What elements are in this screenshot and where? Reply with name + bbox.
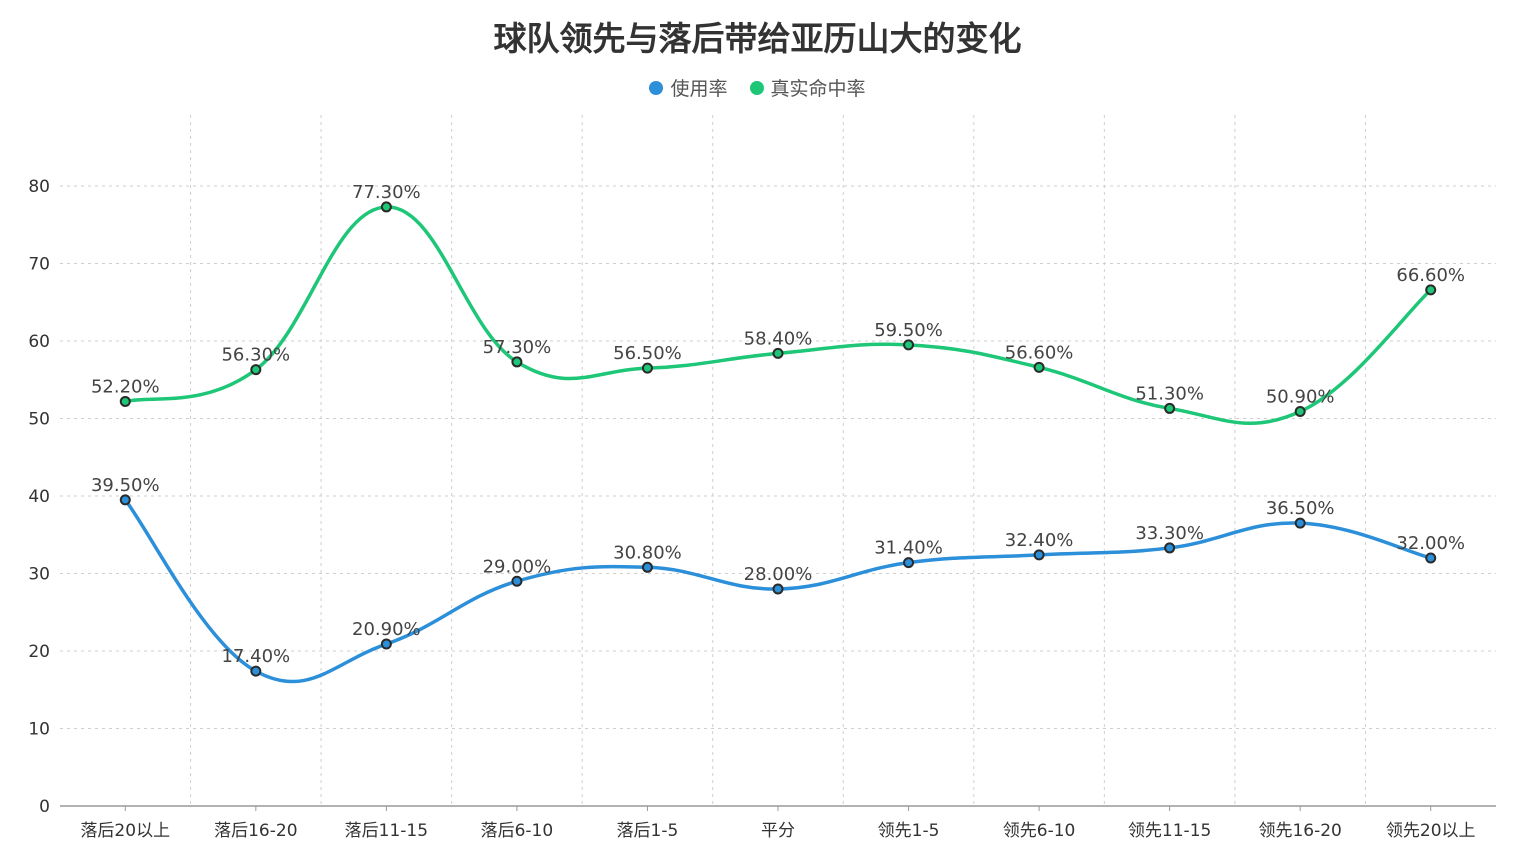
x-tick-label: 领先1-5: [878, 821, 940, 841]
data-point-marker[interactable]: [641, 561, 653, 573]
data-point-marker[interactable]: [250, 665, 262, 677]
data-point-marker[interactable]: [511, 575, 523, 587]
data-point-marker[interactable]: [1164, 402, 1176, 414]
legend-dot-icon: [749, 80, 764, 95]
x-tick-label: 领先20以上: [1386, 821, 1476, 841]
x-tick-label: 平分: [761, 821, 795, 841]
data-point-marker[interactable]: [1164, 542, 1176, 554]
data-point-marker[interactable]: [903, 557, 915, 569]
y-tick-label: 50: [28, 410, 50, 430]
data-label: 29.00%: [483, 556, 552, 577]
legend-item-ts[interactable]: 真实命中率: [749, 74, 866, 101]
x-tick-label: 领先6-10: [1003, 821, 1076, 841]
x-tick-label: 领先11-15: [1128, 821, 1211, 841]
data-point-marker[interactable]: [380, 638, 392, 650]
data-label: 28.00%: [744, 564, 813, 585]
data-point-marker[interactable]: [1425, 284, 1437, 296]
data-label: 57.30%: [483, 337, 552, 358]
y-tick-label: 60: [28, 332, 50, 352]
data-point-marker[interactable]: [903, 339, 915, 351]
chart-title: 球队领先与落后带给亚历山大的变化: [493, 19, 1022, 58]
data-label: 32.00%: [1396, 533, 1465, 554]
data-label: 31.40%: [874, 538, 943, 559]
x-tick-label: 落后16-20: [214, 821, 297, 841]
data-label: 36.50%: [1266, 498, 1335, 519]
data-point-marker[interactable]: [119, 494, 131, 506]
series-line-1: [123, 205, 1433, 425]
data-label: 66.60%: [1396, 265, 1465, 286]
data-label: 33.30%: [1135, 523, 1204, 544]
data-point-marker[interactable]: [119, 395, 131, 407]
data-label: 39.50%: [91, 475, 160, 496]
data-label: 50.90%: [1266, 387, 1335, 408]
legend-item-usage[interactable]: 使用率: [649, 74, 728, 101]
x-tick-label: 领先16-20: [1258, 821, 1341, 841]
data-point-marker[interactable]: [772, 347, 784, 359]
data-label: 56.30%: [221, 345, 290, 366]
data-point-marker[interactable]: [772, 583, 784, 595]
data-label: 17.40%: [221, 646, 290, 667]
x-tick-label: 落后11-15: [345, 821, 428, 841]
data-label: 52.20%: [91, 376, 160, 397]
axes: 0 10 20 30 40 50 60 70 80 落后20以上 落后16-20 落后11-15 落后6…: [28, 177, 1496, 841]
data-label: 51.30%: [1135, 383, 1204, 404]
data-point-marker[interactable]: [1294, 517, 1306, 529]
data-point-marker[interactable]: [511, 356, 523, 368]
x-tick-label: 落后20以上: [80, 821, 170, 841]
legend-label: 真实命中率: [770, 78, 866, 100]
data-label: 77.30%: [352, 182, 421, 203]
data-label: 32.40%: [1005, 530, 1074, 551]
data-label: 58.40%: [744, 328, 813, 349]
y-tick-label: 70: [28, 255, 50, 275]
data-label: 30.80%: [613, 542, 682, 563]
y-tick-label: 10: [28, 720, 50, 740]
data-point-marker[interactable]: [1033, 361, 1045, 373]
data-point-marker[interactable]: [1294, 406, 1306, 418]
legend-label: 使用率: [670, 78, 728, 100]
y-tick-label: 0: [39, 797, 50, 817]
series-line-0: [123, 498, 1433, 684]
data-point-marker[interactable]: [641, 362, 653, 374]
data-label: 59.50%: [874, 320, 943, 341]
data-point-marker[interactable]: [1033, 549, 1045, 561]
data-label: 20.90%: [352, 619, 421, 640]
legend: 使用率 真实命中率: [0, 74, 1515, 101]
y-tick-label: 80: [28, 177, 50, 197]
data-point-marker[interactable]: [250, 364, 262, 376]
data-labels: 39.50% 17.40% 20.90% 29.00% 30.80% 28.00% 31.4…: [91, 182, 1465, 667]
x-tick-label: 落后1-5: [617, 821, 679, 841]
data-label: 56.50%: [613, 343, 682, 364]
x-tick-label: 落后6-10: [481, 821, 554, 841]
y-tick-label: 30: [28, 565, 50, 585]
series-lines: [119, 201, 1437, 684]
gridlines: [60, 115, 1496, 806]
data-label: 56.60%: [1005, 342, 1074, 363]
y-tick-label: 40: [28, 487, 50, 507]
y-tick-label: 20: [28, 642, 50, 662]
data-point-marker[interactable]: [380, 201, 392, 213]
legend-dot-icon: [649, 80, 664, 95]
data-point-marker[interactable]: [1425, 552, 1437, 564]
